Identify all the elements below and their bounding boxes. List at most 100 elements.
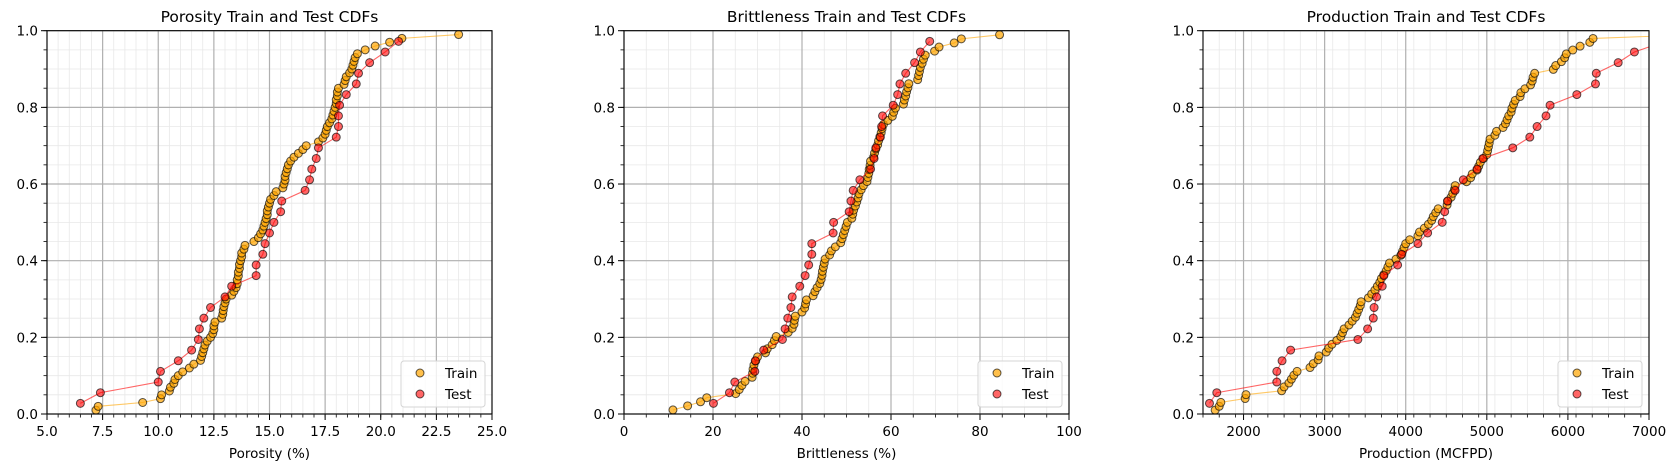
train-point — [1575, 41, 1585, 51]
test-point — [1397, 249, 1407, 259]
test-point — [1450, 185, 1460, 195]
test-point — [829, 217, 839, 227]
train-point — [1241, 390, 1251, 400]
train-point — [271, 187, 281, 197]
legend-test-marker — [992, 389, 1002, 399]
train-point — [1561, 49, 1571, 59]
x-tick-label: 7.5 — [92, 424, 113, 440]
y-tick-label: 0.2 — [594, 330, 615, 346]
test-point — [730, 377, 740, 387]
legend: Train Test — [1557, 360, 1643, 408]
test-point — [1363, 324, 1373, 334]
test-point — [276, 207, 286, 217]
series-test — [708, 36, 935, 408]
test-point — [365, 58, 375, 68]
test-point — [855, 175, 865, 185]
test-point — [173, 356, 183, 366]
train-point — [157, 390, 167, 400]
x-tick-label: 3000 — [1307, 424, 1341, 440]
train-point — [1216, 397, 1226, 407]
legend-train-label: Train — [1021, 366, 1054, 382]
y-tick-label: 0.6 — [594, 177, 615, 193]
x-tick-label: 20 — [704, 424, 721, 440]
test-point — [1591, 68, 1601, 78]
train-point — [1492, 126, 1502, 136]
legend: Train Test — [400, 360, 486, 408]
test-point — [380, 47, 390, 57]
y-tick-label: 0.6 — [1173, 177, 1194, 193]
legend-test-label: Test — [1021, 387, 1049, 403]
y-tick-label: 1.0 — [17, 24, 38, 40]
test-point — [199, 313, 209, 323]
train-point — [1568, 45, 1578, 55]
y-tick-label: 1.0 — [594, 24, 615, 40]
test-point — [750, 356, 760, 366]
test-point — [251, 260, 261, 270]
x-tick-label: 7000 — [1632, 424, 1666, 440]
y-tick-label: 0.0 — [1173, 407, 1194, 423]
test-point — [220, 292, 230, 302]
train-point — [138, 398, 148, 408]
series-test — [1204, 46, 1649, 408]
x-tick-label: 2000 — [1226, 424, 1260, 440]
x-tick-label: 10.0 — [143, 424, 173, 440]
train-point — [956, 34, 966, 44]
y-tick-label: 0.2 — [1173, 330, 1194, 346]
test-point — [1472, 164, 1482, 174]
test-point — [1440, 207, 1450, 217]
test-point — [1572, 90, 1582, 100]
test-point — [311, 153, 321, 163]
test-point — [269, 217, 279, 227]
test-point — [780, 324, 790, 334]
test-point — [95, 388, 105, 398]
test-point — [194, 324, 204, 334]
test-point — [251, 271, 261, 281]
test-point — [155, 366, 165, 376]
train-point — [93, 401, 103, 411]
train-point — [668, 405, 678, 414]
test-point — [1369, 303, 1379, 313]
train-point — [1588, 33, 1598, 43]
test-point — [227, 281, 237, 291]
test-point — [331, 132, 341, 142]
test-point — [750, 366, 760, 376]
y-tick-label: 0.8 — [17, 100, 38, 116]
test-point — [787, 292, 797, 302]
x-axis-label: Porosity (%) — [229, 446, 310, 462]
test-point — [1286, 345, 1296, 355]
y-tick-label: 0.2 — [17, 330, 38, 346]
train-point — [178, 367, 188, 377]
y-tick-label: 0.0 — [17, 407, 38, 423]
train-point — [240, 240, 250, 250]
series-test — [75, 36, 404, 408]
test-point — [844, 207, 854, 217]
test-point — [258, 249, 268, 259]
test-point — [783, 313, 793, 323]
test-point — [875, 132, 885, 142]
test-point — [335, 100, 345, 110]
train-point — [696, 397, 706, 407]
x-tick-label: 12.5 — [199, 424, 229, 440]
test-point — [305, 175, 315, 185]
x-tick-label: 25.0 — [477, 424, 507, 440]
test-point — [800, 271, 810, 281]
train-point — [189, 359, 199, 369]
train-point — [1405, 235, 1415, 245]
test-point — [1478, 153, 1488, 163]
x-tick-label: 40 — [793, 424, 810, 440]
test-point — [846, 196, 856, 206]
subplot-2: 2000 3000 4000 5000 6000 7000 0.0 0.2 0.4 0.6 0.8 1… — [1173, 8, 1667, 462]
test-point — [1372, 292, 1382, 302]
train-point — [934, 42, 944, 52]
train-point — [683, 401, 693, 411]
test-point — [1508, 143, 1518, 153]
test-point — [804, 260, 814, 270]
legend-test-marker — [415, 389, 425, 399]
legend-train-label: Train — [444, 366, 477, 382]
test-point — [75, 398, 85, 408]
x-tick-label: 0 — [620, 424, 629, 440]
legend: Train Test — [977, 360, 1063, 408]
x-tick-label: 15.0 — [254, 424, 284, 440]
y-tick-label: 1.0 — [1173, 24, 1194, 40]
